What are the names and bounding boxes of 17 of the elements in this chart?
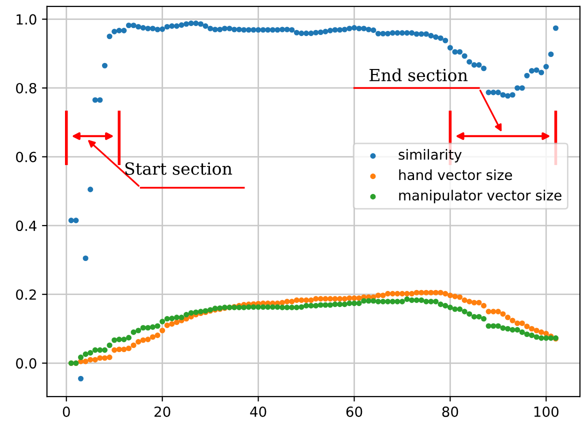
legend-label: hand vector size	[399, 169, 512, 180]
y-tick-label: 0.2	[16, 289, 36, 300]
x-tick-label: 20	[154, 406, 170, 417]
y-tick-label: 0.8	[16, 82, 36, 94]
x-tick-label: 40	[250, 406, 266, 417]
annotation: End section	[370, 68, 468, 82]
y-tick-label: 0.0	[16, 358, 36, 369]
x-tick-label: 80	[442, 406, 458, 417]
annotation: Start section	[125, 162, 232, 175]
legend-label: manipulator vector size	[399, 190, 562, 204]
y-tick-label: 0.6	[16, 152, 36, 162]
y-tick-label: 1.0	[16, 14, 36, 25]
x-tick-label: 100	[534, 406, 558, 417]
legend-label: similarity	[398, 149, 462, 162]
x-tick-label: 0	[62, 406, 70, 417]
y-tick-label: 0.4	[16, 220, 36, 232]
x-tick-label: 60	[346, 406, 362, 417]
